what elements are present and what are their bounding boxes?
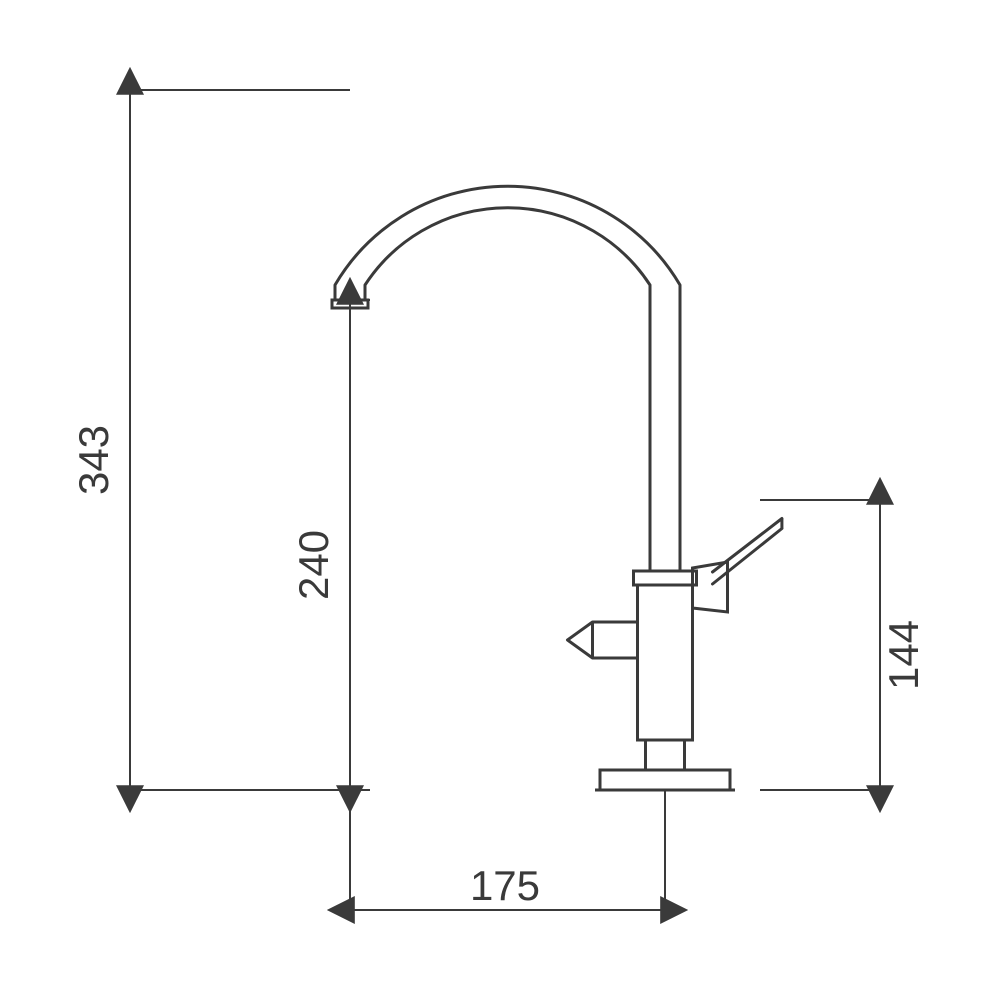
- dim-spout-clearance-label: 240: [290, 530, 337, 600]
- dim-spout-reach-label: 175: [470, 862, 540, 909]
- technical-drawing: 343 240 144 175: [0, 0, 1000, 1000]
- dimension-lines: [122, 90, 888, 918]
- dim-total-height-label: 343: [70, 425, 117, 495]
- faucet-outline: [332, 186, 782, 790]
- dim-handle-height-label: 144: [880, 620, 927, 690]
